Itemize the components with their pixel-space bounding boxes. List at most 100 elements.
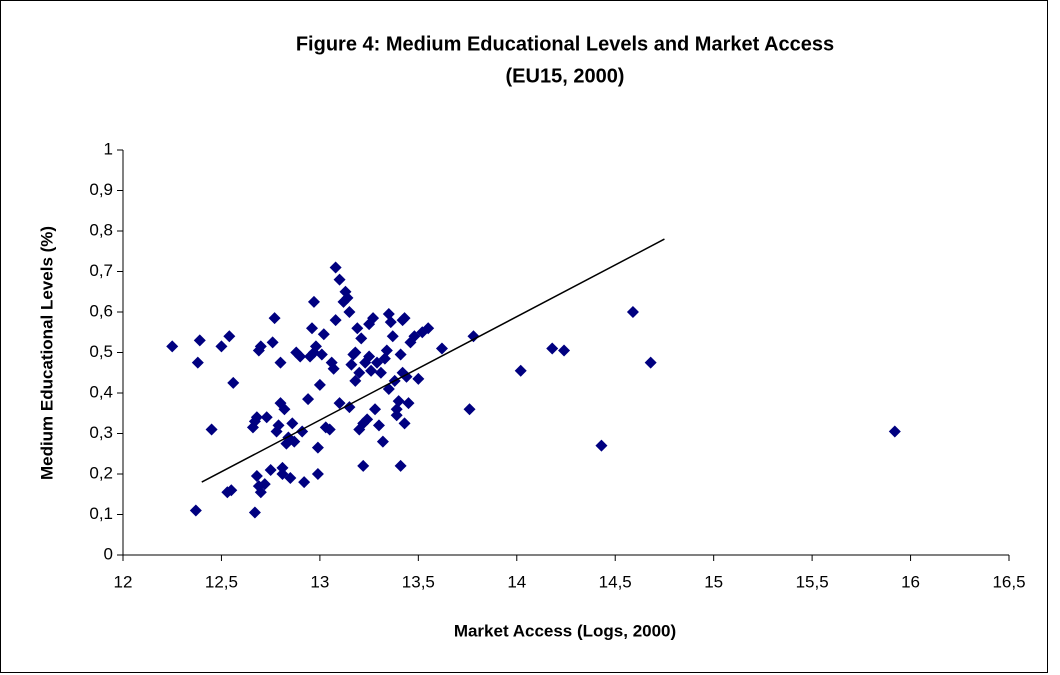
point xyxy=(412,372,425,385)
point xyxy=(274,356,287,369)
point xyxy=(311,441,324,454)
point xyxy=(317,328,330,341)
point xyxy=(286,417,299,430)
point xyxy=(268,312,281,325)
y-tick-label: 0,6 xyxy=(89,301,113,320)
point xyxy=(250,470,263,483)
y-tick-label: 0,7 xyxy=(89,261,113,280)
point xyxy=(258,478,271,491)
point xyxy=(365,364,378,377)
x-tick-label: 13,5 xyxy=(402,572,435,591)
point xyxy=(394,459,407,472)
y-tick-label: 0,9 xyxy=(89,180,113,199)
point xyxy=(294,350,307,363)
point xyxy=(644,356,657,369)
point xyxy=(284,472,297,485)
point xyxy=(193,334,206,347)
point xyxy=(384,316,397,329)
x-tick-label: 16,5 xyxy=(992,572,1025,591)
point xyxy=(386,330,399,343)
x-tick-label: 14,5 xyxy=(599,572,632,591)
point xyxy=(223,330,236,343)
point xyxy=(363,350,376,363)
point xyxy=(306,322,319,335)
point xyxy=(329,314,342,327)
x-tick-label: 15 xyxy=(704,572,723,591)
point xyxy=(191,356,204,369)
point xyxy=(369,403,382,416)
point xyxy=(558,344,571,357)
x-axis-label: Market Access (Logs, 2000) xyxy=(454,621,676,640)
y-tick-label: 0,4 xyxy=(89,382,113,401)
x-tick-label: 13 xyxy=(310,572,329,591)
point xyxy=(392,395,405,408)
point xyxy=(341,291,354,304)
point xyxy=(435,342,448,355)
point xyxy=(264,463,277,476)
point xyxy=(272,419,285,432)
point xyxy=(355,332,368,345)
point xyxy=(349,346,362,359)
point xyxy=(311,468,324,480)
y-axis-label: Medium Educational Levels (%) xyxy=(37,226,56,480)
point xyxy=(398,417,411,430)
point xyxy=(626,306,639,318)
point xyxy=(250,411,263,424)
point xyxy=(227,376,240,389)
point xyxy=(390,409,403,422)
point xyxy=(166,340,179,353)
point xyxy=(349,374,362,387)
point xyxy=(333,273,346,286)
point xyxy=(361,413,374,426)
point xyxy=(343,401,356,414)
point xyxy=(345,358,358,371)
point xyxy=(374,366,387,379)
x-tick-label: 14 xyxy=(507,572,526,591)
point xyxy=(327,362,340,375)
y-tick-label: 0,2 xyxy=(89,463,113,482)
point xyxy=(254,486,267,499)
point xyxy=(333,397,346,410)
point xyxy=(189,504,202,517)
point xyxy=(351,322,364,335)
point xyxy=(357,459,370,472)
y-tick-label: 0,3 xyxy=(89,423,113,442)
point xyxy=(367,312,380,325)
point xyxy=(288,435,301,448)
point xyxy=(376,435,389,448)
point xyxy=(378,352,391,365)
point xyxy=(353,366,366,379)
point xyxy=(266,336,279,349)
point xyxy=(888,425,901,438)
point xyxy=(260,411,273,424)
point xyxy=(278,403,291,416)
point xyxy=(215,340,228,353)
point xyxy=(315,348,328,361)
point xyxy=(595,439,608,452)
x-tick-label: 12,5 xyxy=(205,572,238,591)
point xyxy=(398,312,411,325)
x-tick-label: 16 xyxy=(901,572,920,591)
point xyxy=(225,484,238,497)
point xyxy=(248,506,261,519)
point xyxy=(422,322,435,335)
chart-title: Figure 4: Medium Educational Levels and … xyxy=(296,33,834,55)
point xyxy=(402,397,415,410)
point xyxy=(309,340,322,353)
point xyxy=(372,419,385,432)
point xyxy=(390,403,403,416)
point xyxy=(546,342,559,355)
y-tick-label: 0 xyxy=(104,544,113,563)
x-tick-label: 15,5 xyxy=(796,572,829,591)
point xyxy=(313,378,326,391)
x-tick-label: 12 xyxy=(114,572,133,591)
y-tick-label: 1 xyxy=(104,139,113,158)
trend-line xyxy=(201,238,665,483)
point xyxy=(380,344,393,357)
point xyxy=(298,476,311,489)
point xyxy=(343,306,356,318)
y-tick-label: 0,5 xyxy=(89,342,113,361)
point xyxy=(329,261,342,274)
